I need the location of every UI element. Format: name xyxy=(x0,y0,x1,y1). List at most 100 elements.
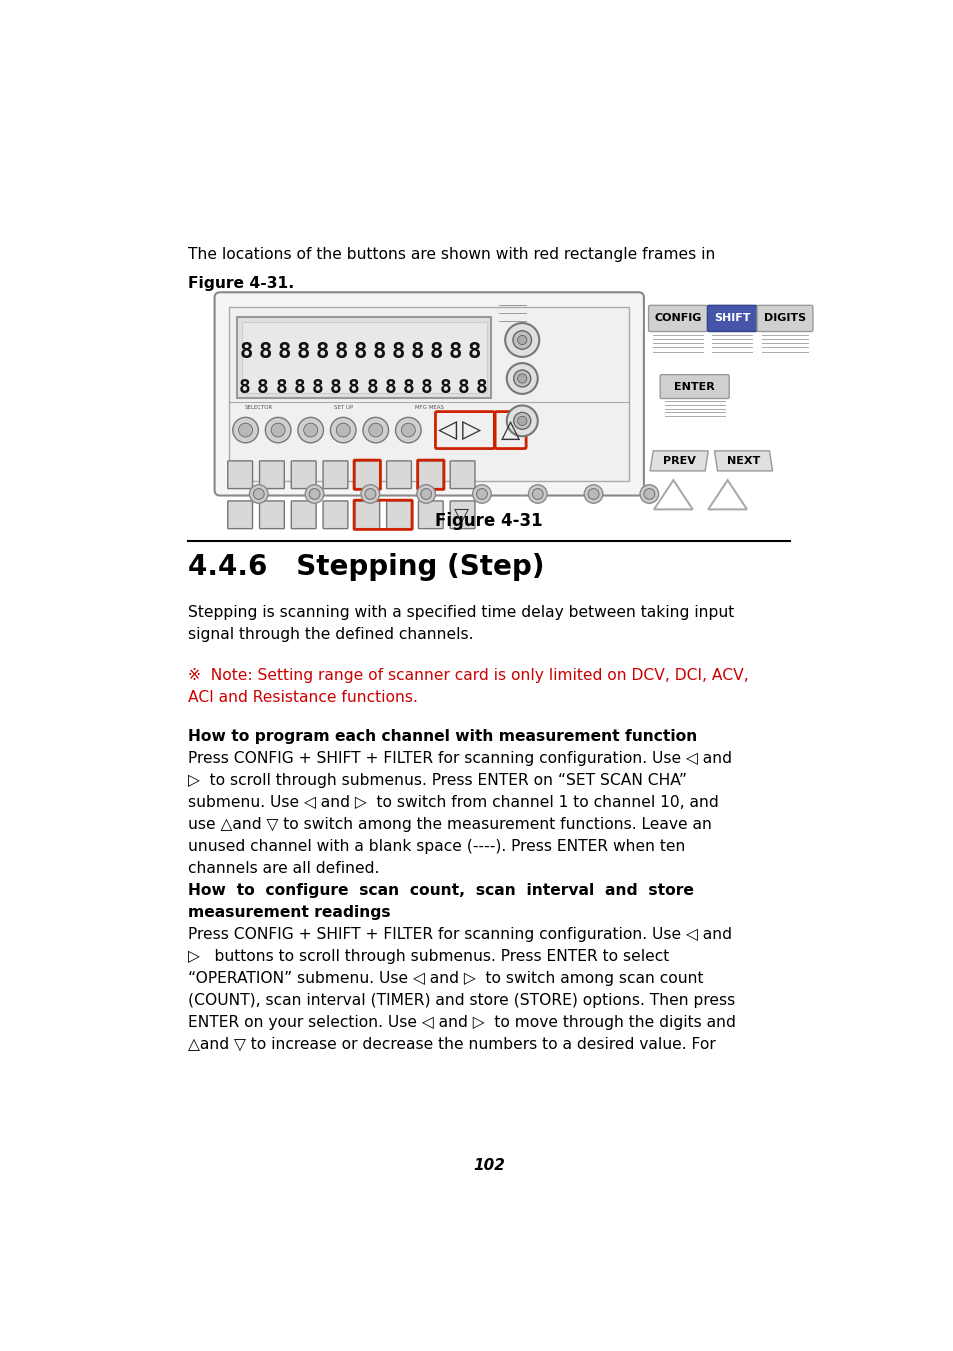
Circle shape xyxy=(505,323,538,357)
Text: How to program each channel with measurement function: How to program each channel with measure… xyxy=(188,728,697,744)
FancyBboxPatch shape xyxy=(355,501,379,528)
Text: Stepping is scanning with a specified time delay between taking input: Stepping is scanning with a specified ti… xyxy=(188,605,734,620)
FancyBboxPatch shape xyxy=(259,461,284,489)
Text: ▷   buttons to scroll through submenus. Press ENTER to select: ▷ buttons to scroll through submenus. Pr… xyxy=(188,948,669,965)
Text: 8: 8 xyxy=(239,342,253,362)
Text: (COUNT), scan interval (TIMER) and store (STORE) options. Then press: (COUNT), scan interval (TIMER) and store… xyxy=(188,993,735,1008)
FancyBboxPatch shape xyxy=(450,501,475,528)
Circle shape xyxy=(265,417,291,443)
FancyBboxPatch shape xyxy=(386,501,411,528)
Text: 8: 8 xyxy=(275,378,287,397)
Circle shape xyxy=(517,416,526,426)
FancyBboxPatch shape xyxy=(707,305,757,331)
Text: ▷  to scroll through submenus. Press ENTER on “SET SCAN CHA”: ▷ to scroll through submenus. Press ENTE… xyxy=(188,773,686,788)
Text: How  to  configure  scan  count,  scan  interval  and  store: How to configure scan count, scan interv… xyxy=(188,884,693,898)
Circle shape xyxy=(297,417,323,443)
Circle shape xyxy=(401,423,415,436)
Circle shape xyxy=(532,489,542,500)
Text: submenu. Use ◁ and ▷  to switch from channel 1 to channel 10, and: submenu. Use ◁ and ▷ to switch from chan… xyxy=(188,794,718,809)
Text: CONFIG: CONFIG xyxy=(654,313,701,323)
Circle shape xyxy=(643,489,654,500)
Text: 8: 8 xyxy=(467,342,480,362)
Text: ENTER on your selection. Use ◁ and ▷  to move through the digits and: ENTER on your selection. Use ◁ and ▷ to … xyxy=(188,1015,735,1029)
Circle shape xyxy=(362,417,388,443)
Circle shape xyxy=(517,335,526,345)
Bar xyxy=(241,322,486,393)
Circle shape xyxy=(395,417,420,443)
Text: Figure 4-31.: Figure 4-31. xyxy=(188,276,294,290)
Polygon shape xyxy=(654,480,692,509)
Text: 8: 8 xyxy=(448,342,461,362)
Text: SET UP: SET UP xyxy=(335,405,354,411)
Text: 8: 8 xyxy=(296,342,310,362)
Text: PREV: PREV xyxy=(662,455,695,466)
FancyBboxPatch shape xyxy=(418,461,443,489)
Text: 8: 8 xyxy=(402,378,415,397)
Circle shape xyxy=(517,374,526,384)
Circle shape xyxy=(513,370,530,386)
FancyBboxPatch shape xyxy=(259,501,284,528)
Circle shape xyxy=(249,485,268,503)
Circle shape xyxy=(420,489,431,500)
Bar xyxy=(229,307,629,481)
FancyBboxPatch shape xyxy=(291,501,315,528)
FancyBboxPatch shape xyxy=(648,305,707,331)
Text: SELECTOR: SELECTOR xyxy=(244,405,273,411)
Text: NEXT: NEXT xyxy=(726,455,760,466)
Text: 8: 8 xyxy=(312,378,323,397)
Text: signal through the defined channels.: signal through the defined channels. xyxy=(188,627,473,642)
FancyBboxPatch shape xyxy=(659,374,728,399)
Circle shape xyxy=(506,363,537,394)
Text: 8: 8 xyxy=(410,342,423,362)
Text: Press CONFIG + SHIFT + FILTER for scanning configuration. Use ◁ and: Press CONFIG + SHIFT + FILTER for scanni… xyxy=(188,751,731,766)
Circle shape xyxy=(369,423,382,436)
Text: 8: 8 xyxy=(457,378,469,397)
FancyBboxPatch shape xyxy=(450,461,475,489)
Bar xyxy=(236,317,491,397)
Circle shape xyxy=(639,485,658,503)
Circle shape xyxy=(330,417,355,443)
Text: 4.4.6   Stepping (Step): 4.4.6 Stepping (Step) xyxy=(188,553,544,581)
Circle shape xyxy=(309,489,319,500)
Text: unused channel with a blank space (----). Press ENTER when ten: unused channel with a blank space (----)… xyxy=(188,839,684,854)
Text: use △and ▽ to switch among the measurement functions. Leave an: use △and ▽ to switch among the measureme… xyxy=(188,816,711,832)
Text: ※  Note: Setting range of scanner card is only limited on DCV, DCI, ACV,: ※ Note: Setting range of scanner card is… xyxy=(188,667,748,684)
Text: “OPERATION” submenu. Use ◁ and ▷  to switch among scan count: “OPERATION” submenu. Use ◁ and ▷ to swit… xyxy=(188,971,702,986)
Text: 8: 8 xyxy=(366,378,377,397)
Circle shape xyxy=(506,405,537,436)
Text: The locations of the buttons are shown with red rectangle frames in: The locations of the buttons are shown w… xyxy=(188,247,715,262)
Circle shape xyxy=(583,485,602,503)
Text: measurement readings: measurement readings xyxy=(188,905,390,920)
Text: channels are all defined.: channels are all defined. xyxy=(188,861,379,875)
FancyBboxPatch shape xyxy=(495,412,525,449)
Text: DIGITS: DIGITS xyxy=(763,313,805,323)
Text: ▽: ▽ xyxy=(454,505,469,524)
Circle shape xyxy=(416,485,435,503)
Text: 8: 8 xyxy=(330,378,341,397)
Text: SHIFT: SHIFT xyxy=(713,313,750,323)
Polygon shape xyxy=(649,451,707,471)
Circle shape xyxy=(253,489,264,500)
Circle shape xyxy=(271,423,285,436)
Text: △and ▽ to increase or decrease the numbers to a desired value. For: △and ▽ to increase or decrease the numbe… xyxy=(188,1036,715,1052)
Text: 8: 8 xyxy=(438,378,451,397)
FancyBboxPatch shape xyxy=(323,461,348,489)
Circle shape xyxy=(335,423,350,436)
Text: 8: 8 xyxy=(348,378,359,397)
FancyBboxPatch shape xyxy=(386,461,411,489)
FancyBboxPatch shape xyxy=(323,501,348,528)
Text: Press CONFIG + SHIFT + FILTER for scanning configuration. Use ◁ and: Press CONFIG + SHIFT + FILTER for scanni… xyxy=(188,927,731,942)
Polygon shape xyxy=(714,451,772,471)
Text: 8: 8 xyxy=(238,378,251,397)
Text: Figure 4-31: Figure 4-31 xyxy=(435,512,542,530)
Text: 8: 8 xyxy=(315,342,329,362)
FancyBboxPatch shape xyxy=(228,461,253,489)
Circle shape xyxy=(303,423,317,436)
Text: 8: 8 xyxy=(335,342,348,362)
FancyBboxPatch shape xyxy=(418,501,443,528)
Text: 8: 8 xyxy=(384,378,395,397)
Text: 8: 8 xyxy=(258,342,272,362)
Circle shape xyxy=(365,489,375,500)
FancyBboxPatch shape xyxy=(355,461,379,489)
Text: ▷: ▷ xyxy=(461,417,480,442)
